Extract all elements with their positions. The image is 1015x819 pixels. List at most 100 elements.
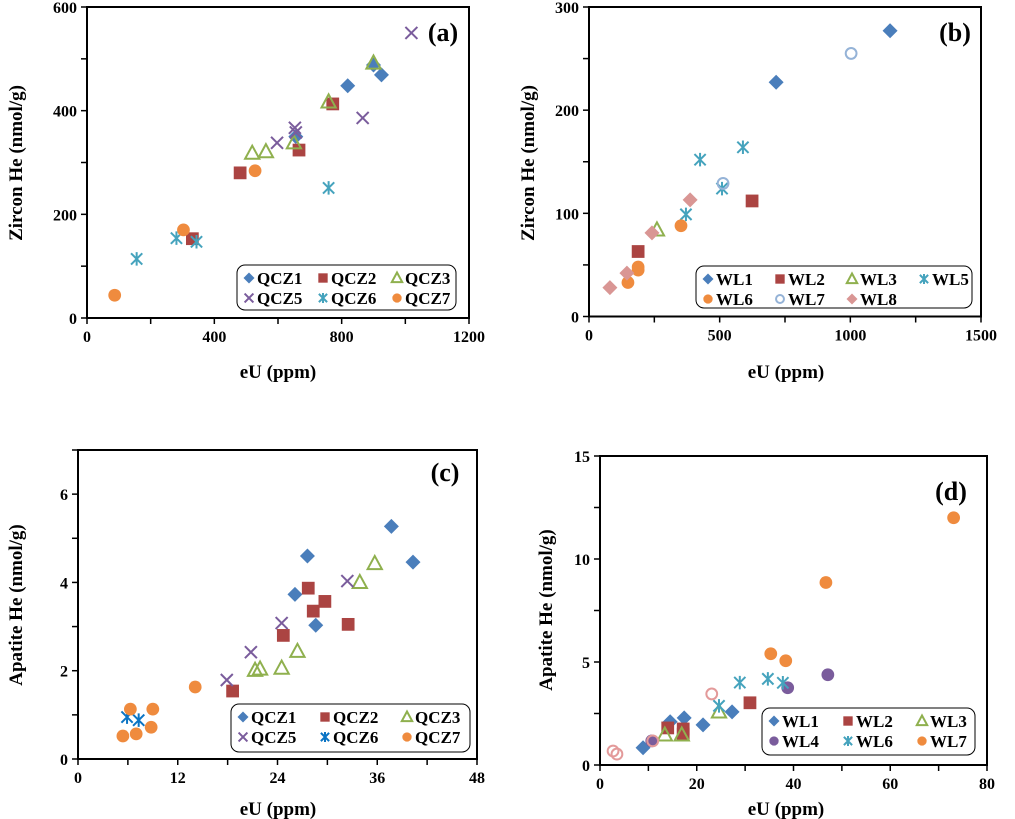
series-wl3 [656, 702, 728, 742]
legend-marker [243, 292, 255, 304]
x-tick-label: 0 [596, 776, 604, 793]
legend-marker [402, 732, 412, 742]
legend-marker [775, 274, 785, 284]
data-point [318, 595, 332, 608]
data-point [308, 617, 324, 633]
data-point [621, 276, 635, 289]
data-point [768, 74, 784, 90]
panel-label: (c) [431, 458, 460, 487]
series-qcz2 [226, 581, 355, 698]
data-point [631, 245, 645, 258]
legend-label: QCZ6 [331, 289, 376, 308]
data-point [716, 177, 730, 190]
y-tick-label: 15 [574, 449, 590, 466]
legend-label: WL2 [788, 270, 825, 289]
legend-marker [320, 732, 330, 742]
data-point [146, 702, 160, 716]
x-tick-label: 20 [689, 776, 705, 793]
data-point [882, 23, 898, 39]
legend-label: QCZ1 [257, 269, 302, 288]
x-tick-label: 0 [74, 770, 82, 787]
panel-label: (b) [939, 18, 971, 47]
x-tick-label: 800 [330, 329, 354, 346]
data-point [144, 720, 158, 734]
data-point [710, 702, 728, 719]
x-tick-label: 24 [270, 770, 286, 787]
legend-label: QCZ7 [405, 289, 451, 308]
chart-panel-b: 0 500 1000 1500 0 100 200 300 eU (ppm) Zircon He … [518, 0, 997, 383]
data-point [355, 111, 370, 125]
data-point [341, 617, 355, 631]
x-axis-label: eU (ppm) [748, 799, 825, 819]
data-point [745, 194, 759, 208]
data-point [764, 647, 778, 661]
legend-marker [775, 294, 785, 304]
legend-label: WL1 [782, 712, 819, 731]
legend-label: QCZ2 [331, 269, 376, 288]
data-point [274, 616, 289, 630]
legend-marker [237, 711, 249, 723]
data-point [695, 717, 711, 733]
legend-marker [243, 272, 255, 284]
y-axis-label: Zircon He (nmol/g) [6, 85, 27, 241]
legend-label: WL8 [860, 290, 897, 309]
legend-label: QCZ5 [251, 728, 296, 747]
series-wl6 [621, 219, 688, 289]
series-qcz3 [243, 53, 383, 160]
data-point [672, 725, 691, 742]
series-qcz7 [116, 680, 202, 743]
data-point [676, 710, 692, 726]
data-point [405, 554, 421, 570]
series-qcz1 [287, 518, 421, 633]
data-point [108, 288, 122, 302]
data-point [340, 574, 355, 588]
y-tick-label: 0 [69, 311, 77, 328]
data-point [646, 734, 660, 748]
legend-label: QCZ5 [257, 289, 302, 308]
data-point [661, 721, 675, 735]
series-qcz5 [270, 26, 419, 150]
x-tick-label: 12 [170, 770, 186, 787]
series-qcz2 [185, 97, 340, 246]
y-tick-label: 6 [60, 487, 68, 504]
legend-marker [768, 715, 780, 727]
data-point [776, 676, 790, 690]
data-point [821, 668, 835, 682]
legend-marker [917, 736, 927, 746]
y-axis-label: Zircon He (nmol/g) [518, 85, 539, 241]
legend-label: QCZ3 [405, 269, 450, 288]
data-point [248, 164, 262, 178]
data-point [257, 142, 275, 159]
data-point [243, 143, 262, 160]
series-unlabeled [606, 687, 719, 761]
legend-marker [392, 293, 402, 303]
legend-label: WL1 [716, 270, 753, 289]
data-point [322, 181, 335, 195]
data-point [285, 133, 303, 150]
x-tick-label: 1000 [834, 328, 866, 345]
series-wl2 [631, 194, 759, 258]
data-point [177, 223, 190, 237]
y-tick-label: 2 [60, 664, 68, 681]
data-point [288, 641, 307, 658]
x-tick-label: 400 [202, 329, 226, 346]
series-wl8 [602, 192, 698, 296]
legend-label: QCZ7 [415, 728, 461, 747]
data-point [244, 645, 258, 659]
data-point [674, 219, 688, 233]
data-point [602, 280, 618, 296]
legend-label: WL7 [788, 290, 825, 309]
x-tick-label: 0 [83, 329, 91, 346]
legend-marker [915, 713, 929, 727]
y-tick-label: 0 [571, 310, 579, 327]
data-point [130, 252, 143, 266]
series-qcz3 [246, 553, 384, 677]
data-point [373, 67, 389, 83]
legend-marker [843, 716, 853, 726]
legend-label: QCZ3 [415, 708, 460, 727]
data-point [656, 725, 674, 742]
data-point [779, 654, 793, 668]
legend-marker [400, 709, 414, 723]
legend: WL1 WL2 WL3 WL4 WL6 WL7 [761, 707, 976, 756]
